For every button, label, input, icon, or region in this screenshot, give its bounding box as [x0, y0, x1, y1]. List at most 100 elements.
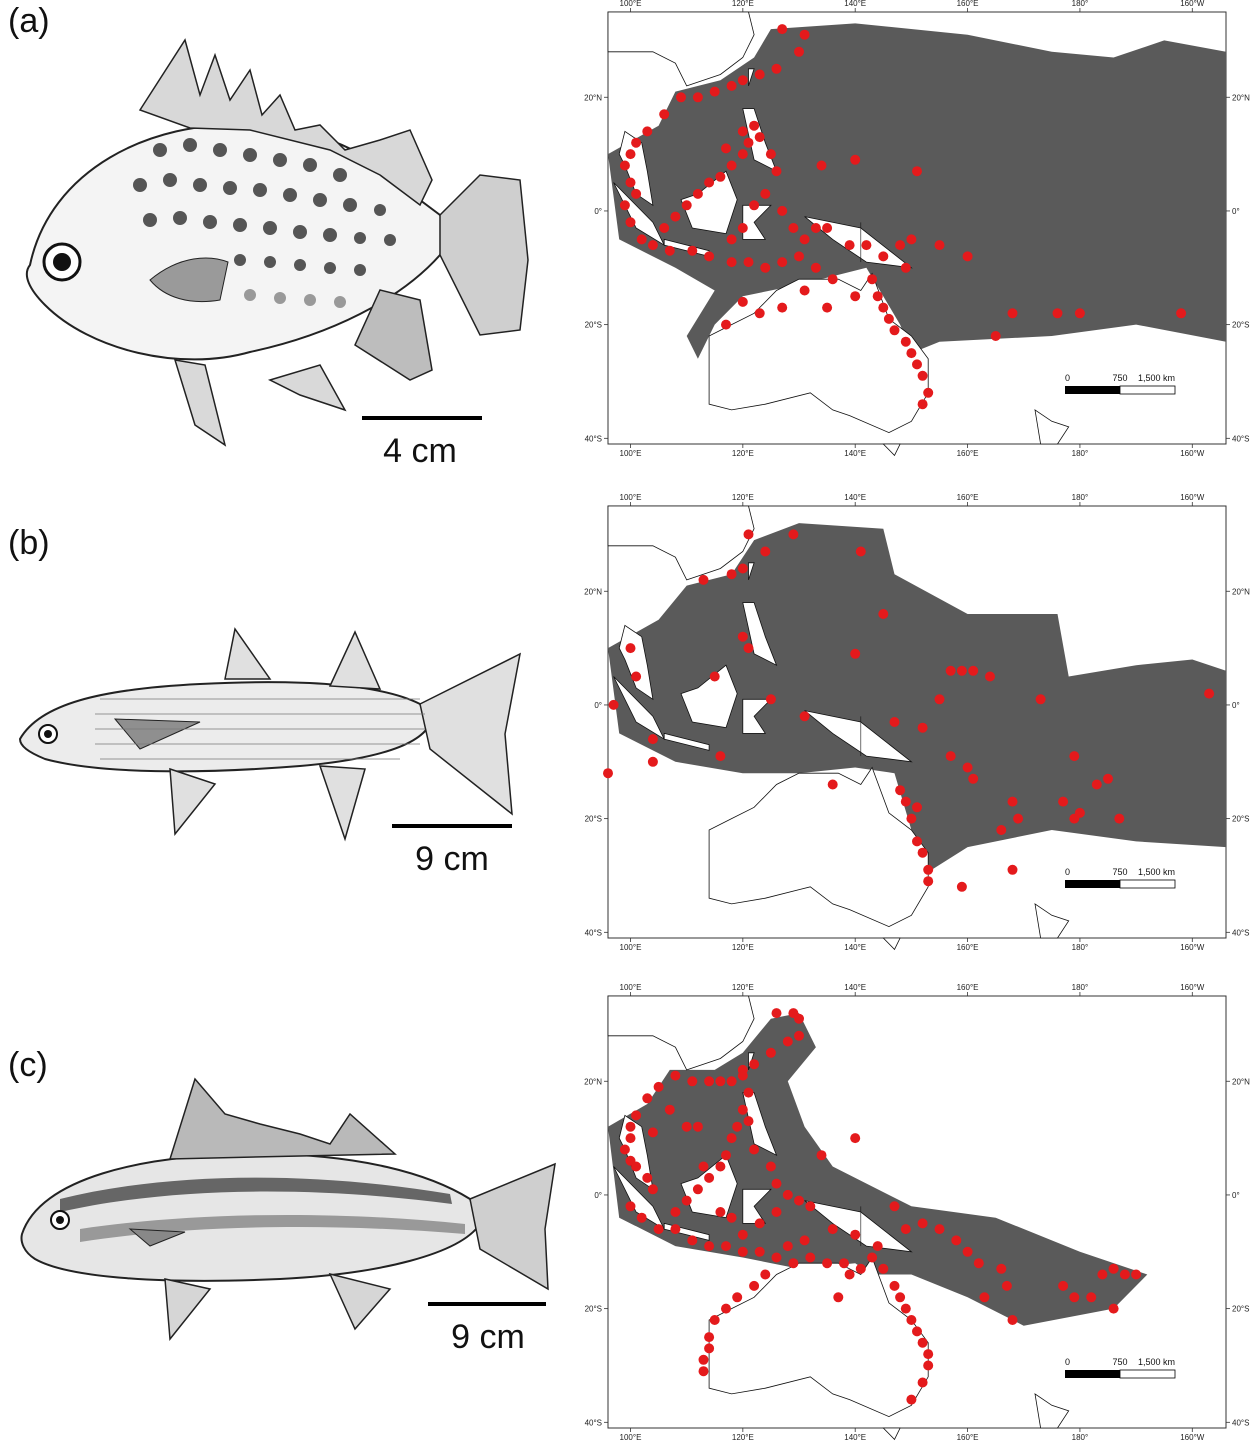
scale-bar: [362, 416, 482, 420]
occurrence-point: [619, 160, 630, 171]
occurrence-point: [923, 1349, 934, 1360]
lon-label: 180°: [1072, 1433, 1089, 1442]
occurrence-point: [844, 1269, 855, 1280]
lon-label: 160°E: [957, 494, 979, 502]
occurrence-point: [698, 574, 709, 585]
occurrence-point: [737, 1070, 748, 1081]
occurrence-point: [771, 63, 782, 74]
occurrence-point: [737, 563, 748, 574]
occurrence-point: [782, 1189, 793, 1200]
occurrence-point: [715, 171, 726, 182]
occurrence-point: [659, 223, 670, 233]
occurrence-point: [659, 109, 670, 120]
lat-label: 20°N: [584, 93, 602, 102]
lon-label: 160°W: [1180, 943, 1205, 952]
occurrence-point: [1013, 813, 1024, 824]
land-mass: [663, 732, 710, 751]
occurrence-point: [951, 1235, 962, 1246]
occurrence-point: [906, 813, 917, 824]
land-mass: [708, 1256, 929, 1418]
occurrence-point: [895, 785, 906, 796]
occurrence-point: [945, 665, 956, 676]
occurrence-point: [861, 240, 872, 251]
occurrence-point: [670, 1207, 681, 1217]
occurrence-point: [912, 166, 922, 177]
lon-label: 160°E: [957, 1433, 979, 1442]
occurrence-point: [1086, 1292, 1097, 1303]
lon-label: 180°: [1072, 449, 1089, 458]
occurrence-point: [979, 1292, 990, 1303]
occurrence-point: [715, 1207, 726, 1217]
lon-label: 140°E: [844, 0, 866, 8]
occurrence-point: [715, 1161, 726, 1172]
occurrence-point: [1108, 1263, 1119, 1274]
occurrence-point: [917, 399, 928, 410]
occurrence-point: [968, 773, 979, 784]
occurrence-point: [1074, 807, 1085, 818]
lon-label: 100°E: [620, 984, 642, 992]
occurrence-point: [1058, 796, 1069, 807]
occurrence-point: [934, 694, 945, 705]
occurrence-point: [850, 648, 861, 659]
occurrence-point: [1007, 1315, 1018, 1325]
map-scale-bar-black: [1065, 386, 1120, 394]
occurrence-point: [754, 69, 765, 80]
land-mass: [618, 624, 654, 701]
occurrence-point: [771, 1207, 782, 1217]
occurrence-point: [631, 1161, 642, 1172]
land-mass: [607, 11, 755, 87]
occurrence-point: [647, 1127, 658, 1138]
lat-label: 20°N: [584, 587, 602, 596]
occurrence-point: [912, 359, 922, 370]
occurrence-point: [850, 291, 861, 302]
occurrence-point: [900, 262, 911, 273]
occurrence-point: [765, 1047, 776, 1058]
occurrence-point: [794, 1013, 804, 1024]
occurrence-point: [726, 234, 737, 245]
distribution-map: 100°E 100°E 120°E 120°E 140°E 140°E 160°E 160°E…: [584, 0, 1250, 458]
occurrence-point: [839, 1258, 849, 1269]
occurrence-point: [1052, 308, 1063, 319]
occurrence-point: [827, 779, 838, 790]
occurrence-point: [816, 1150, 827, 1161]
occurrence-point: [760, 1269, 771, 1280]
occurrence-point: [608, 699, 619, 710]
lat-label: 20°N: [1232, 93, 1250, 102]
land-mass: [882, 1427, 901, 1441]
occurrence-point: [625, 177, 636, 188]
occurrence-point: [990, 331, 1001, 341]
occurrence-point: [715, 1076, 726, 1087]
mullet-fish-illustration: [18, 627, 522, 842]
lat-label: 40°S: [1232, 434, 1249, 443]
occurrence-point: [687, 1076, 698, 1087]
occurrence-point: [968, 665, 979, 676]
range-area: [608, 23, 1226, 359]
land-mass: [748, 562, 755, 581]
occurrence-point: [872, 291, 883, 302]
occurrence-point: [822, 223, 833, 233]
occurrence-point: [777, 24, 788, 35]
occurrence-point: [625, 217, 636, 228]
occurrence-point: [737, 631, 748, 642]
occurrence-point: [743, 1087, 754, 1098]
occurrence-point: [737, 126, 748, 137]
occurrence-point: [732, 1121, 743, 1132]
occurrence-point: [636, 234, 647, 245]
occurrence-point: [878, 609, 889, 619]
lon-label: 140°E: [844, 449, 866, 458]
map-scale-label: 0: [1065, 373, 1070, 383]
occurrence-point: [827, 274, 838, 285]
occurrence-point: [664, 245, 675, 256]
lon-label: 160°E: [957, 449, 979, 458]
occurrence-point: [844, 240, 855, 251]
land-mass: [748, 68, 755, 87]
map-scale-bar-black: [1065, 1370, 1120, 1378]
occurrence-point: [681, 200, 692, 211]
occurrence-point: [749, 1280, 760, 1291]
lon-label: 160°E: [957, 943, 979, 952]
occurrence-point: [631, 188, 642, 199]
map-scale-label: 750: [1112, 373, 1127, 383]
lon-label: 100°E: [620, 494, 642, 502]
occurrence-point: [737, 149, 748, 160]
occurrence-point: [676, 92, 686, 103]
